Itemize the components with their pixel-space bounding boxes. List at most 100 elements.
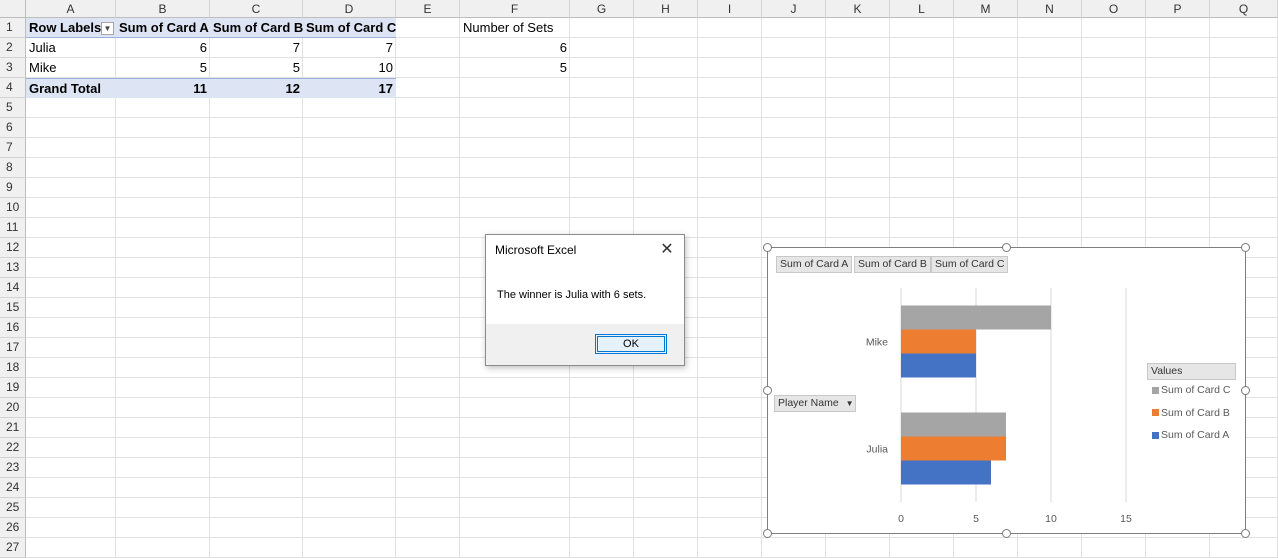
resize-handle-bc[interactable]: [1002, 529, 1011, 538]
category-label: Julia: [866, 444, 888, 456]
pivot-header-card-b[interactable]: Sum of Card B: [210, 18, 303, 38]
row-header-3[interactable]: 3: [0, 58, 26, 78]
row-header-17[interactable]: 17: [0, 338, 26, 358]
pivot-header-card-c[interactable]: Sum of Card C: [303, 18, 396, 38]
resize-handle-br[interactable]: [1241, 529, 1250, 538]
column-header-q[interactable]: Q: [1210, 0, 1278, 18]
pivot-value-card-b[interactable]: 5: [292, 60, 300, 75]
pivot-header-row-labels[interactable]: Row Labels: [26, 18, 116, 38]
gridline: [26, 397, 1278, 398]
row-header-13[interactable]: 13: [0, 258, 26, 278]
row-header-14[interactable]: 14: [0, 278, 26, 298]
column-header-c[interactable]: C: [210, 0, 303, 18]
grand-total-card-b[interactable]: 12: [210, 78, 303, 98]
legend-swatch: [1152, 386, 1159, 394]
pivot-value-card-c[interactable]: 10: [378, 60, 393, 75]
sets-value[interactable]: 5: [559, 60, 567, 75]
field-button-card-c[interactable]: Sum of Card C: [931, 256, 1009, 273]
resize-handle-tr[interactable]: [1241, 243, 1250, 252]
pivot-row-label[interactable]: Mike: [29, 60, 57, 75]
row-header-5[interactable]: 5: [0, 98, 26, 118]
row-header-2[interactable]: 2: [0, 38, 26, 58]
field-button-card-a[interactable]: Sum of Card A: [776, 256, 853, 273]
column-header-k[interactable]: K: [826, 0, 890, 18]
column-header-m[interactable]: M: [954, 0, 1018, 18]
legend-item[interactable]: Sum of Card B: [1152, 407, 1230, 419]
pivot-header-card-a[interactable]: Sum of Card A: [116, 18, 210, 38]
select-all-corner[interactable]: [0, 0, 26, 18]
bar-mike-series-0[interactable]: [901, 353, 976, 378]
resize-handle-mr[interactable]: [1241, 386, 1250, 395]
dialog-message: The winner is Julia with 6 sets.: [497, 289, 647, 301]
gridline: [26, 197, 1278, 198]
row-header-6[interactable]: 6: [0, 118, 26, 138]
legend-item[interactable]: Sum of Card A: [1152, 429, 1229, 441]
pivot-row-label[interactable]: Julia: [29, 40, 56, 55]
sets-value[interactable]: 6: [559, 40, 567, 55]
row-header-15[interactable]: 15: [0, 298, 26, 318]
row-header-26[interactable]: 26: [0, 518, 26, 538]
field-button-card-b[interactable]: Sum of Card B: [854, 256, 931, 273]
grand-total-card-a[interactable]: 11: [116, 78, 210, 98]
resize-handle-bl[interactable]: [763, 529, 772, 538]
row-header-20[interactable]: 20: [0, 398, 26, 418]
column-header-a[interactable]: A: [26, 0, 116, 18]
column-header-f[interactable]: F: [460, 0, 570, 18]
legend-label: Sum of Card C: [1161, 384, 1231, 396]
gridline: [26, 517, 1278, 518]
bar-mike-series-2[interactable]: [901, 305, 1051, 330]
column-header-d[interactable]: D: [303, 0, 396, 18]
row-header-23[interactable]: 23: [0, 458, 26, 478]
filter-dropdown-icon[interactable]: ▼: [101, 22, 114, 35]
row-header-10[interactable]: 10: [0, 198, 26, 218]
row-header-7[interactable]: 7: [0, 138, 26, 158]
row-header-21[interactable]: 21: [0, 418, 26, 438]
row-header-8[interactable]: 8: [0, 158, 26, 178]
pivot-value-card-a[interactable]: 6: [199, 40, 207, 55]
row-header-27[interactable]: 27: [0, 538, 26, 558]
resize-handle-tl[interactable]: [763, 243, 772, 252]
close-icon[interactable]: ✕: [660, 241, 674, 258]
column-header-g[interactable]: G: [570, 0, 634, 18]
column-header-j[interactable]: J: [762, 0, 826, 18]
legend-field-button[interactable]: Values: [1147, 363, 1236, 380]
bar-julia-series-1[interactable]: [901, 436, 1006, 461]
row-header-4[interactable]: 4: [0, 78, 26, 98]
pivot-value-card-a[interactable]: 5: [199, 60, 207, 75]
gridline: [459, 18, 460, 558]
row-header-25[interactable]: 25: [0, 498, 26, 518]
gridline: [115, 18, 116, 558]
column-header-i[interactable]: I: [698, 0, 762, 18]
row-header-12[interactable]: 12: [0, 238, 26, 258]
pivot-value-card-c[interactable]: 7: [385, 40, 393, 55]
grand-total-label[interactable]: Grand Total: [26, 78, 116, 98]
row-header-24[interactable]: 24: [0, 478, 26, 498]
resize-handle-tc[interactable]: [1002, 243, 1011, 252]
row-header-18[interactable]: 18: [0, 358, 26, 378]
ok-button[interactable]: OK: [595, 334, 667, 354]
row-header-16[interactable]: 16: [0, 318, 26, 338]
row-header-9[interactable]: 9: [0, 178, 26, 198]
column-header-n[interactable]: N: [1018, 0, 1082, 18]
column-header-o[interactable]: O: [1082, 0, 1146, 18]
row-header-1[interactable]: 1: [0, 18, 26, 38]
bar-julia-series-0[interactable]: [901, 460, 991, 485]
column-header-h[interactable]: H: [634, 0, 698, 18]
column-header-l[interactable]: L: [890, 0, 954, 18]
pivot-value-card-b[interactable]: 7: [292, 40, 300, 55]
pivot-chart[interactable]: Sum of Card A Sum of Card B Sum of Card …: [767, 247, 1246, 534]
column-header-p[interactable]: P: [1146, 0, 1210, 18]
resize-handle-ml[interactable]: [763, 386, 772, 395]
row-header-11[interactable]: 11: [0, 218, 26, 238]
row-header-22[interactable]: 22: [0, 438, 26, 458]
bar-mike-series-1[interactable]: [901, 329, 976, 354]
axis-field-button[interactable]: Player Name ▼: [774, 395, 856, 412]
column-header-b[interactable]: B: [116, 0, 210, 18]
sets-header[interactable]: Number of Sets: [463, 20, 554, 35]
grand-total-card-c[interactable]: 17: [303, 78, 396, 98]
legend-item[interactable]: Sum of Card C: [1152, 384, 1230, 396]
bar-julia-series-2[interactable]: [901, 412, 1006, 437]
column-header-e[interactable]: E: [396, 0, 460, 18]
row-header-19[interactable]: 19: [0, 378, 26, 398]
